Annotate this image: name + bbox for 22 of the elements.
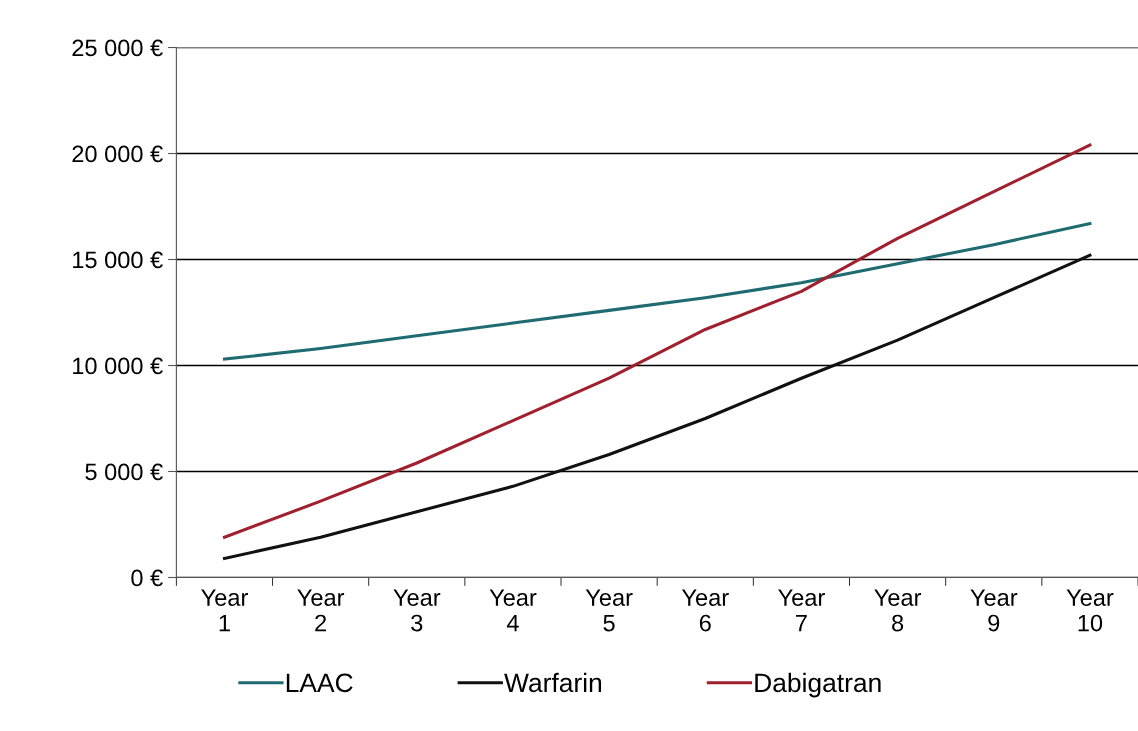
y-tick-label: 0 € <box>131 569 163 587</box>
legend-label: LAAC <box>286 673 353 693</box>
line-series <box>222 143 1092 539</box>
x-tick-label: Year 7 <box>778 589 825 632</box>
x-tick-label: Year 5 <box>585 589 633 632</box>
x-tick-label: Year 10 <box>1066 589 1114 632</box>
y-tick-label: 10 000 € <box>73 357 163 375</box>
x-tick-label: Year 6 <box>681 589 729 632</box>
legend-label: Dabigatran <box>755 672 881 698</box>
line-series <box>222 253 1092 560</box>
x-tick-label: Year 4 <box>489 589 537 632</box>
line-series <box>222 221 1092 361</box>
x-tick-label: Year 8 <box>874 589 922 632</box>
y-tick-label: 25 000 € <box>72 39 163 57</box>
x-tick-label: Year 2 <box>297 589 345 632</box>
y-tick-label: 20 000 € <box>72 145 163 163</box>
x-tick-label: Year 1 <box>201 589 248 632</box>
x-tick-label: Year 9 <box>970 589 1018 632</box>
legend-label: Warfarin <box>504 672 602 693</box>
y-tick-label: 5 000 € <box>85 463 163 481</box>
x-tick-label: Year 3 <box>393 589 441 632</box>
y-tick-label: 15 000 € <box>73 251 163 269</box>
